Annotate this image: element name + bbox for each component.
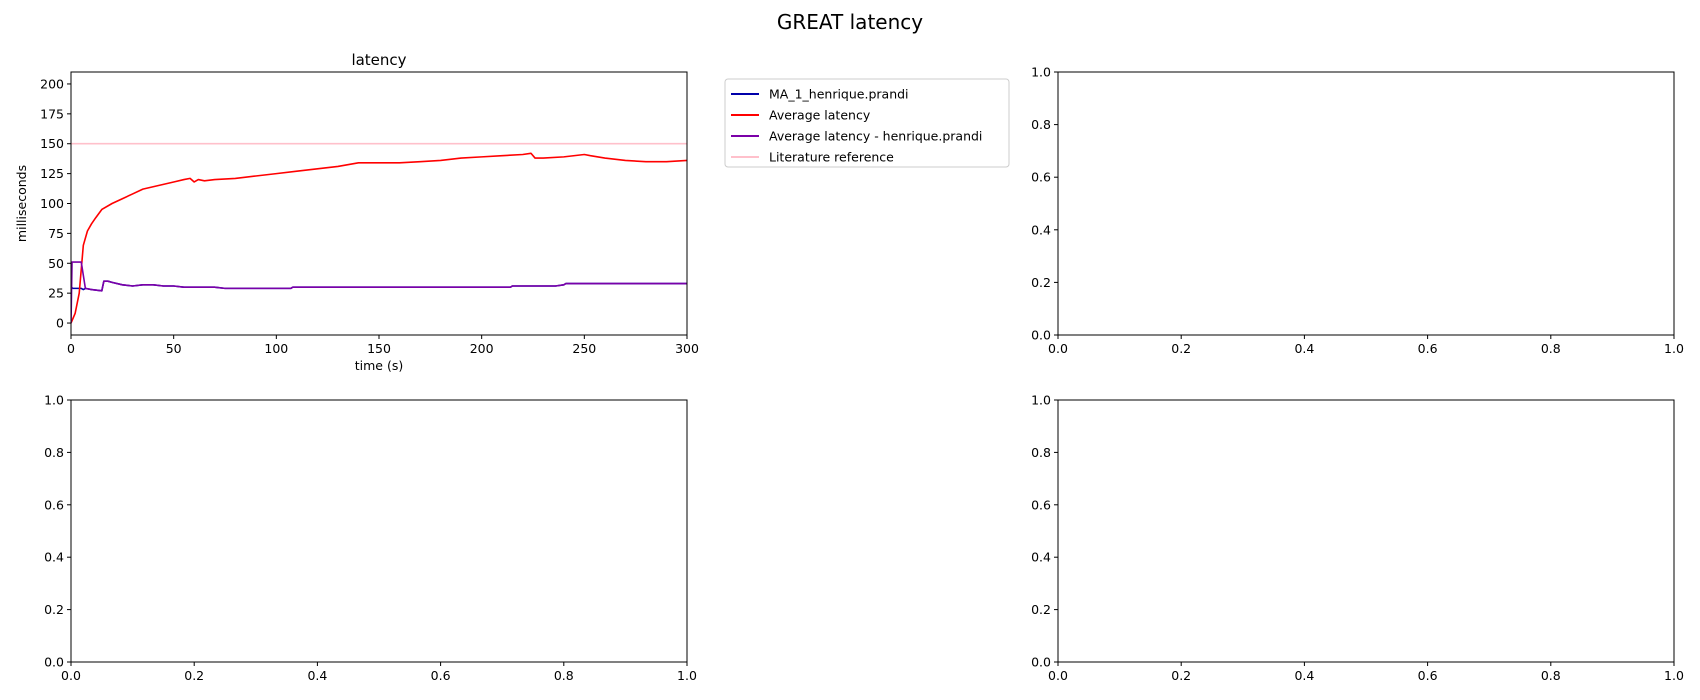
x-tick-label: 0.4 xyxy=(307,668,327,683)
x-tick-label: 50 xyxy=(166,341,182,356)
legend-entry: Average latency xyxy=(769,108,871,123)
axes-title: latency xyxy=(351,51,406,69)
y-tick-label: 25 xyxy=(48,286,64,301)
subplot-4: 0.0 0.2 0.4 0.6 0.8 1.0 0.0 0.2 0.4 0.6 0.8 1.0 xyxy=(1031,393,1684,684)
x-tick-label: 0 xyxy=(67,341,75,356)
legend-entry: MA_1_henrique.prandi xyxy=(769,87,909,102)
y-tick-label: 0.0 xyxy=(1031,655,1051,670)
y-tick-label: 1.0 xyxy=(1031,393,1051,408)
y-tick-label: 0.2 xyxy=(1031,602,1051,617)
y-tick-label: 175 xyxy=(40,106,64,121)
y-tick-label: 0.6 xyxy=(44,497,64,512)
legend-entry: Average latency - henrique.prandi xyxy=(769,129,982,144)
x-tick-label: 200 xyxy=(470,341,494,356)
subplot-1: 0 50 100 150 200 250 300 0 25 50 75 100 125 150 175 200… xyxy=(14,51,1010,373)
x-tick-label: 100 xyxy=(264,341,288,356)
subplots: 0 50 100 150 200 250 300 0 25 50 75 100 125 150 175 200… xyxy=(14,51,1684,683)
y-tick-label: 125 xyxy=(40,166,64,181)
y-tick-label: 1.0 xyxy=(44,393,64,408)
series-line-3 xyxy=(71,261,687,324)
x-tick-label: 0.4 xyxy=(1294,668,1314,683)
x-tick-label: 0.8 xyxy=(1541,341,1561,356)
y-tick-label: 0.6 xyxy=(1031,497,1051,512)
y-tick-label: 0 xyxy=(56,316,64,331)
series-line-2 xyxy=(71,152,687,324)
y-tick-label: 75 xyxy=(48,226,64,241)
y-axis-label: milliseconds xyxy=(14,165,29,242)
y-tick-label: 200 xyxy=(40,76,64,91)
subplot-2: 0.0 0.2 0.4 0.6 0.8 1.0 0.0 0.2 0.4 0.6 0.8 1.0 xyxy=(1031,65,1684,357)
x-tick-label: 1.0 xyxy=(677,668,697,683)
x-tick-label: 0.6 xyxy=(1418,668,1438,683)
y-tick-label: 0.0 xyxy=(1031,328,1051,343)
y-tick-label: 0.2 xyxy=(1031,275,1051,290)
legend-entry: Literature reference xyxy=(769,150,894,165)
x-tick-label: 0.4 xyxy=(1294,341,1314,356)
y-tick-label: 0.4 xyxy=(44,550,64,565)
x-tick-label: 0.8 xyxy=(554,668,574,683)
legend: MA_1_henrique.prandi Average latency Avera… xyxy=(724,78,1010,168)
x-tick-label: 0.6 xyxy=(1418,341,1438,356)
axes-frame xyxy=(70,399,688,663)
legend-frame xyxy=(724,78,1010,168)
x-tick-label: 250 xyxy=(572,341,596,356)
x-tick-label: 0.2 xyxy=(1171,668,1191,683)
subplot-3: 0.0 0.2 0.4 0.6 0.8 1.0 0.0 0.2 0.4 0.6 0.8 1.0 xyxy=(44,393,697,684)
figure-title: GREAT latency xyxy=(777,10,923,34)
y-tick-label: 0.8 xyxy=(1031,445,1051,460)
y-tick-label: 50 xyxy=(48,256,64,271)
axes-frame xyxy=(70,71,688,336)
x-axis-label: time (s) xyxy=(355,358,403,373)
x-tick-label: 0.6 xyxy=(431,668,451,683)
y-tick-label: 0.6 xyxy=(1031,170,1051,185)
x-tick-label: 150 xyxy=(367,341,391,356)
x-tick-label: 1.0 xyxy=(1664,341,1684,356)
y-tick-label: 0.8 xyxy=(44,445,64,460)
x-tick-label: 0.0 xyxy=(1048,668,1068,683)
axes-frame xyxy=(1057,399,1675,663)
y-tick-label: 0.4 xyxy=(1031,222,1051,237)
y-tick-label: 0.4 xyxy=(1031,550,1051,565)
x-tick-label: 0.2 xyxy=(184,668,204,683)
x-tick-label: 0.0 xyxy=(1048,341,1068,356)
y-tick-label: 1.0 xyxy=(1031,65,1051,80)
y-tick-label: 150 xyxy=(40,136,64,151)
y-tick-label: 0.8 xyxy=(1031,117,1051,132)
axes-frame xyxy=(1057,71,1675,336)
x-tick-label: 1.0 xyxy=(1664,668,1684,683)
y-tick-label: 0.0 xyxy=(44,655,64,670)
x-tick-label: 0.8 xyxy=(1541,668,1561,683)
y-tick-label: 100 xyxy=(40,196,64,211)
y-tick-label: 0.2 xyxy=(44,602,64,617)
x-tick-label: 0.0 xyxy=(61,668,81,683)
x-tick-label: 300 xyxy=(675,341,699,356)
x-tick-label: 0.2 xyxy=(1171,341,1191,356)
